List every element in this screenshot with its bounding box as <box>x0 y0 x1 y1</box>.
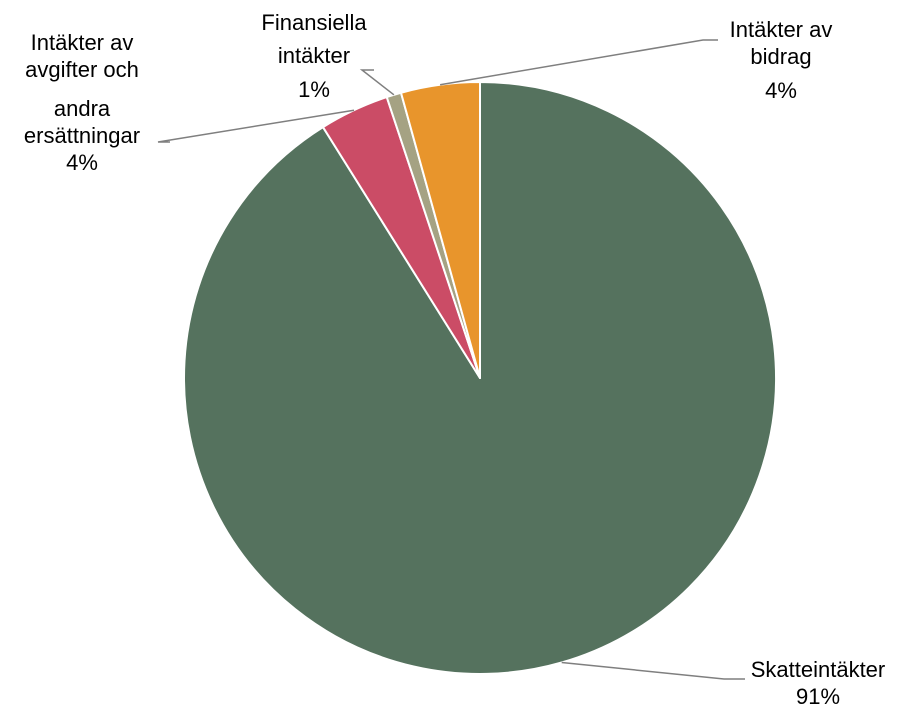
label-avgifter: Intäkter av avgifter och andra ersättnin… <box>24 30 140 175</box>
percent-label: 91% <box>796 684 840 709</box>
leader-line-2 <box>359 69 395 96</box>
label-line: Intäkter av <box>730 17 833 42</box>
label-line: Skatteintäkter <box>751 657 886 682</box>
label-line: andra <box>54 96 111 121</box>
label-line: bidrag <box>750 44 811 69</box>
leader-line-1 <box>157 109 355 143</box>
leader-line-0 <box>561 661 745 680</box>
percent-label: 4% <box>765 78 797 103</box>
leader-line-3 <box>439 39 718 86</box>
label-line: Finansiella <box>261 10 367 35</box>
label-line: Intäkter av <box>31 30 134 55</box>
label-line: avgifter och <box>25 57 139 82</box>
label-line: ersättningar <box>24 123 140 148</box>
pie-slices <box>183 81 777 675</box>
label-skatteintakter: Skatteintäkter 91% <box>751 657 886 709</box>
percent-label: 4% <box>66 150 98 175</box>
label-line: intäkter <box>278 43 350 68</box>
leader-lines <box>157 39 745 680</box>
label-finansiella: Finansiella intäkter 1% <box>261 10 367 102</box>
percent-label: 1% <box>298 77 330 102</box>
label-bidrag: Intäkter av bidrag 4% <box>730 17 833 103</box>
